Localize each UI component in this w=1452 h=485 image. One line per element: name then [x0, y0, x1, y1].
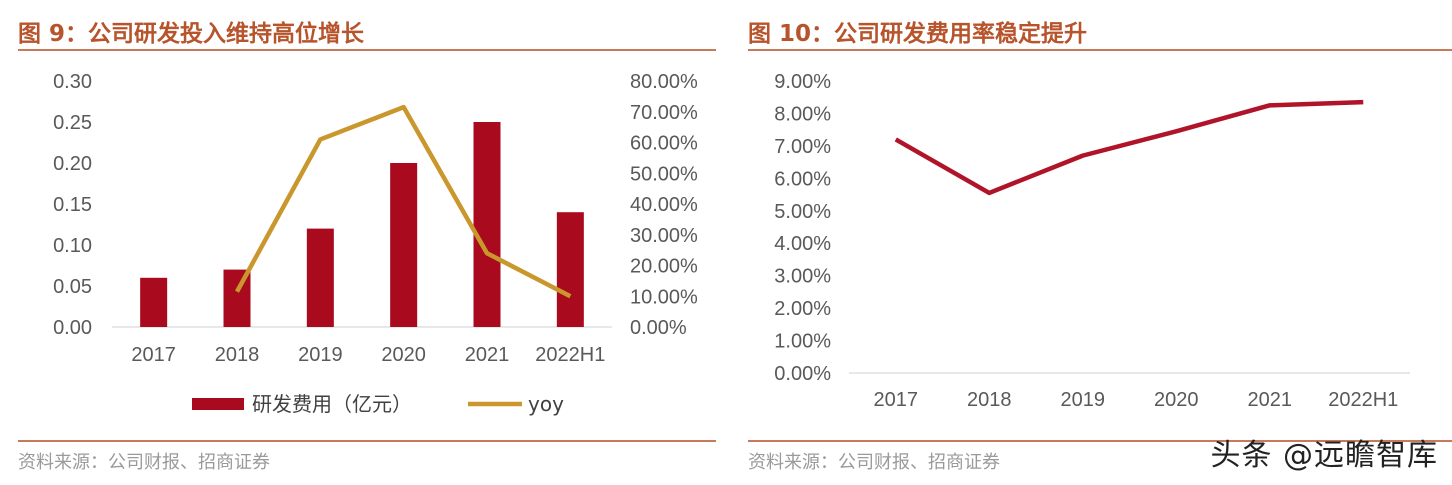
y-left-tick-label: 0.30	[53, 71, 92, 93]
rd-investment-panel: 图 9：公司研发投入维持高位增长 0.00 0.05 0.10 0.15 0.20 0.2…	[0, 0, 716, 485]
bar	[140, 277, 168, 327]
x-tick-label: 2020	[381, 344, 426, 366]
source-rule	[18, 440, 716, 442]
y-tick-label: 4.00%	[774, 233, 831, 255]
bar	[306, 228, 334, 327]
bar	[556, 212, 584, 327]
watermark: 头条 @远瞻智库	[1210, 438, 1438, 473]
source-note: 资料来源：公司财报、招商证券	[18, 452, 270, 473]
bar	[473, 122, 501, 327]
rd-investment-chart: 0.00 0.05 0.10 0.15 0.20 0.25 0.30 0.00% 10.00% 2…	[53, 71, 698, 416]
x-tick-label: 2018	[967, 389, 1012, 411]
y-tick-label: 1.00%	[774, 331, 831, 353]
title-rule	[18, 49, 716, 51]
y-tick-label: 6.00%	[774, 168, 831, 190]
x-tick-label: 2019	[298, 344, 343, 366]
x-tick-label: 2022H1	[535, 344, 605, 366]
chart-title: 图 9：公司研发投入维持高位增长	[18, 21, 365, 47]
x-tick-label: 2019	[1061, 389, 1106, 411]
y-tick-label: 2.00%	[774, 298, 831, 320]
y-tick-label: 3.00%	[774, 266, 831, 288]
y-tick-label: 8.00%	[774, 103, 831, 125]
y-right-tick-label: 30.00%	[630, 225, 698, 247]
y-right-tick-label: 40.00%	[630, 194, 698, 216]
x-tick-label: 2021	[1248, 389, 1293, 411]
rd-rate-chart: 0.00% 1.00% 2.00% 3.00% 4.00% 5.00% 6.00% 7.00%…	[774, 71, 1410, 411]
legend-line-label: yoy	[528, 392, 564, 416]
x-tick-label: 2020	[1154, 389, 1199, 411]
y-left-tick-label: 0.20	[53, 153, 92, 175]
y-left-tick-label: 0.00	[53, 317, 92, 339]
y-left-tick-label: 0.25	[53, 112, 92, 134]
legend-bar-swatch	[192, 398, 244, 410]
x-tick-label: 2017	[874, 389, 919, 411]
y-tick-label: 7.00%	[774, 136, 831, 158]
x-tick-label: 2018	[215, 344, 260, 366]
y-left-tick-label: 0.05	[53, 276, 92, 298]
rd-rate-panel: 图 10：公司研发费用率稳定提升 0.00% 1.00% 2.00% 3.00% 4.0…	[740, 0, 1452, 485]
y-tick-label: 5.00%	[774, 201, 831, 223]
x-tick-label: 2017	[131, 344, 176, 366]
y-right-tick-label: 10.00%	[630, 286, 698, 308]
y-right-tick-label: 0.00%	[630, 317, 687, 339]
y-right-tick-label: 70.00%	[630, 102, 698, 124]
y-tick-label: 0.00%	[774, 363, 831, 385]
y-right-tick-label: 80.00%	[630, 71, 698, 93]
yoy-line	[235, 104, 572, 299]
y-right-tick-label: 60.00%	[630, 133, 698, 155]
source-note: 资料来源：公司财报、招商证券	[748, 452, 1000, 473]
y-left-tick-label: 0.15	[53, 194, 92, 216]
y-right-tick-label: 50.00%	[630, 163, 698, 185]
y-left-tick-label: 0.10	[53, 235, 92, 257]
x-tick-label: 2022H1	[1328, 389, 1398, 411]
y-tick-label: 9.00%	[774, 71, 831, 93]
bar	[390, 163, 418, 327]
source-rule	[748, 440, 1452, 442]
x-tick-label: 2021	[465, 344, 510, 366]
chart-title: 图 10：公司研发费用率稳定提升	[748, 21, 1088, 47]
rd-rate-line	[894, 99, 1364, 196]
y-right-tick-label: 20.00%	[630, 256, 698, 278]
legend-bar-label: 研发费用（亿元）	[252, 392, 412, 416]
title-rule	[748, 49, 1452, 51]
